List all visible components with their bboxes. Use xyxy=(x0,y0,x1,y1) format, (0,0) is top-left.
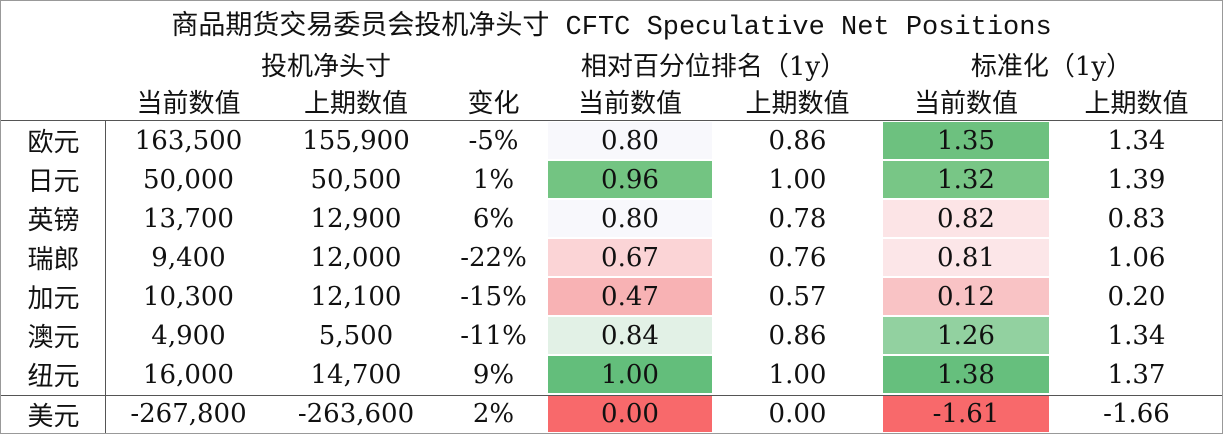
row-label: 英镑 xyxy=(27,206,80,236)
title: 商品期货交易委员会投机净头寸 CFTC Speculative Net Posi… xyxy=(171,13,1052,43)
cell-value: 0.80 xyxy=(548,122,712,159)
cell-value: 50,000 xyxy=(143,164,234,195)
header-rule xyxy=(1,120,1222,121)
cell-value: 0.80 xyxy=(548,200,712,237)
cell-value: 1.38 xyxy=(883,356,1049,393)
cell-value: 12,900 xyxy=(310,203,402,234)
cell-value: 155,900 xyxy=(302,125,410,156)
cell-value: 1.26 xyxy=(883,317,1049,354)
cell-value: 0.82 xyxy=(883,200,1049,237)
cell-value: 0.83 xyxy=(1107,203,1166,234)
group-header: 标准化（1y） xyxy=(970,51,1133,82)
column-header: 上期数值 xyxy=(745,88,850,119)
row-label: 加元 xyxy=(27,284,80,314)
cell-value: 14,700 xyxy=(310,359,402,390)
cell-value: 1.00 xyxy=(768,359,827,390)
cell-value: 12,100 xyxy=(310,281,402,312)
column-header: 上期数值 xyxy=(303,88,408,119)
row-label: 美元 xyxy=(27,401,80,432)
cell-value: -1.66 xyxy=(1103,399,1170,429)
cell-value: 0.57 xyxy=(768,281,827,312)
column-header: 当前数值 xyxy=(577,88,682,119)
column-header: 当前数值 xyxy=(913,88,1018,119)
cell-value: 1.34 xyxy=(1107,125,1166,156)
group-header: 相对百分位排名（1y） xyxy=(580,51,847,82)
cell-value: 163,500 xyxy=(134,125,243,156)
cell-value: 1.00 xyxy=(768,164,827,195)
cell-value: -267,800 xyxy=(130,399,247,429)
cell-value: -15% xyxy=(460,281,527,312)
cell-value: 9% xyxy=(472,359,515,390)
group-header: 投机净头寸 xyxy=(260,51,391,82)
cell-value: -11% xyxy=(460,320,527,351)
cell-value: 2% xyxy=(472,399,515,429)
cell-value: 0.76 xyxy=(768,242,827,273)
cell-value: 16,000 xyxy=(143,359,234,390)
cell-value: 4,900 xyxy=(151,320,226,351)
cell-value: 0.81 xyxy=(883,239,1049,276)
row-label: 纽元 xyxy=(27,362,80,392)
cell-value: 9,400 xyxy=(151,242,226,273)
cell-value: 10,300 xyxy=(143,281,234,312)
cell-value: 0.86 xyxy=(768,125,827,156)
cell-value: 12,000 xyxy=(310,242,402,273)
cell-value: -22% xyxy=(460,242,527,273)
cell-value: 0.20 xyxy=(1107,281,1166,312)
column-header: 上期数值 xyxy=(1084,88,1189,119)
cell-value: 1.39 xyxy=(1107,164,1166,195)
cell-value: 5,500 xyxy=(318,320,394,351)
row-label: 欧元 xyxy=(27,128,80,158)
cell-value: 0.00 xyxy=(548,396,712,432)
cell-value: 1.32 xyxy=(883,161,1049,198)
cell-value: 1.00 xyxy=(548,356,712,393)
cell-value: 0.67 xyxy=(548,239,712,276)
cell-value: 1.35 xyxy=(883,122,1049,159)
cell-value: 0.12 xyxy=(883,278,1049,315)
row-label: 日元 xyxy=(27,167,80,197)
column-header: 当前数值 xyxy=(136,88,241,119)
cell-value: 0.47 xyxy=(548,278,712,315)
cell-value: -5% xyxy=(468,125,519,156)
cell-value: 13,700 xyxy=(143,203,234,234)
label-rule xyxy=(105,120,106,433)
row-label: 瑞郎 xyxy=(27,245,80,275)
cell-value: 0.96 xyxy=(548,161,712,198)
cell-value: 0.84 xyxy=(548,317,712,354)
cell-value: 0.86 xyxy=(768,320,827,351)
cell-value: -1.61 xyxy=(883,396,1049,432)
total-rule xyxy=(1,395,1222,396)
cell-value: 1.34 xyxy=(1107,320,1166,351)
cell-value: 0.00 xyxy=(768,399,827,429)
cell-value: 6% xyxy=(472,203,515,234)
column-header: 变化 xyxy=(467,88,520,119)
cell-value: 1.06 xyxy=(1107,242,1166,273)
cell-value: 50,500 xyxy=(310,164,402,195)
cell-value: -263,600 xyxy=(297,399,415,429)
cell-value: 1% xyxy=(472,164,515,195)
cell-value: 0.78 xyxy=(768,203,827,234)
cell-value: 1.37 xyxy=(1107,359,1166,390)
row-label: 澳元 xyxy=(27,323,80,353)
